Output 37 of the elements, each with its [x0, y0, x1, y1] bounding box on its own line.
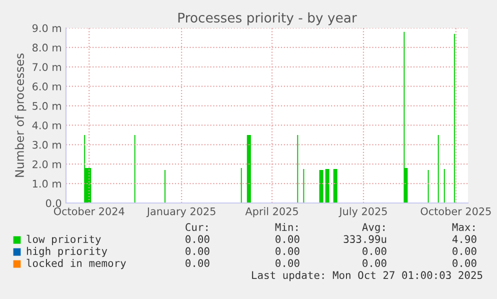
text: 0.00: [186, 247, 210, 256]
x-tick-label: January 2025: [146, 207, 216, 218]
text: 4.90: [452, 235, 476, 244]
legend-label: high priority: [26, 246, 108, 258]
text: Max:: [452, 223, 474, 232]
text: Avg:: [362, 223, 384, 234]
legend-label: low priority: [26, 234, 101, 246]
x-tick-label: April 2025: [245, 207, 298, 218]
y-tick-label: 0.0: [46, 199, 62, 208]
text: 0.00: [452, 259, 476, 268]
y-tick-label: 4.0 m: [32, 121, 61, 130]
y-tick-label: 8.0 m: [32, 44, 61, 52]
y-axis-title: Number of processes: [14, 54, 26, 177]
y-tick-label: 7.0 m: [32, 63, 61, 71]
x-tick-label: October 2024: [54, 207, 124, 216]
text: 0.00: [276, 235, 300, 244]
text: 333.99u: [344, 235, 386, 244]
y-tick-label: 1.0 m: [32, 180, 61, 188]
text: Min:: [275, 222, 298, 231]
x-tick-label: July 2025: [338, 207, 387, 218]
text: 0.00: [362, 259, 386, 268]
y-tick-label: 5.0 m: [32, 102, 61, 110]
chart-title: Processes priority - by year: [178, 12, 357, 26]
y-tick-label: 9.0 m: [32, 24, 61, 32]
y-tick-label: 2.0 m: [32, 160, 61, 168]
text: 0.00: [276, 247, 300, 256]
y-tick-label: 3.0 m: [32, 140, 61, 149]
text: 0.00: [362, 247, 386, 256]
legend-label: locked in memory: [26, 258, 126, 270]
y-tick-label: 6.0 m: [32, 82, 61, 90]
text: 0.00: [186, 235, 210, 244]
text: Cur:: [186, 223, 208, 232]
text: 0.00: [186, 259, 210, 268]
text: 0.00: [276, 259, 300, 268]
text: Last update: Mon Oct 27 01:00:03 2025: [252, 270, 482, 282]
x-tick-label: October 2025: [420, 207, 491, 216]
text: 0.00: [452, 247, 476, 256]
